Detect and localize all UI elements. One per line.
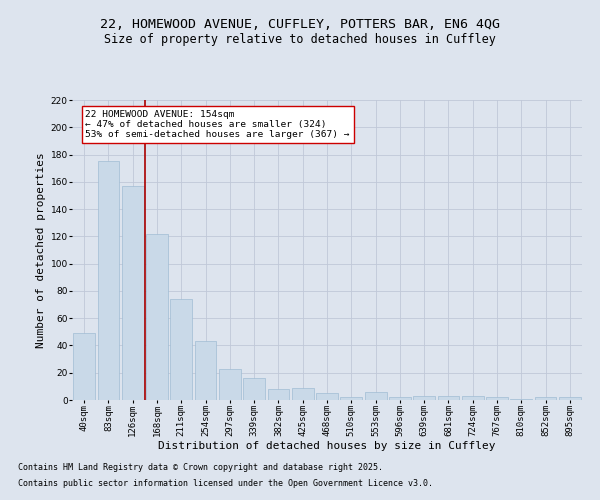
Bar [413,396,435,400]
Bar [316,393,338,400]
Text: Contains HM Land Registry data © Crown copyright and database right 2025.: Contains HM Land Registry data © Crown c… [18,464,383,472]
Bar [243,378,265,400]
Bar [122,186,143,400]
X-axis label: Distribution of detached houses by size in Cuffley: Distribution of detached houses by size … [158,440,496,450]
Bar [97,162,119,400]
Bar [170,299,192,400]
Bar [292,388,314,400]
Text: Contains public sector information licensed under the Open Government Licence v3: Contains public sector information licen… [18,478,433,488]
Bar [340,398,362,400]
Text: 22 HOMEWOOD AVENUE: 154sqm
← 47% of detached houses are smaller (324)
53% of sem: 22 HOMEWOOD AVENUE: 154sqm ← 47% of deta… [85,110,350,140]
Bar [194,342,217,400]
Y-axis label: Number of detached properties: Number of detached properties [37,152,46,348]
Bar [365,392,386,400]
Bar [511,398,532,400]
Bar [146,234,168,400]
Text: Size of property relative to detached houses in Cuffley: Size of property relative to detached ho… [104,32,496,46]
Bar [486,398,508,400]
Bar [73,333,95,400]
Bar [219,368,241,400]
Bar [268,389,289,400]
Bar [559,398,581,400]
Bar [462,396,484,400]
Bar [535,398,556,400]
Text: 22, HOMEWOOD AVENUE, CUFFLEY, POTTERS BAR, EN6 4QG: 22, HOMEWOOD AVENUE, CUFFLEY, POTTERS BA… [100,18,500,30]
Bar [437,396,460,400]
Bar [389,398,411,400]
